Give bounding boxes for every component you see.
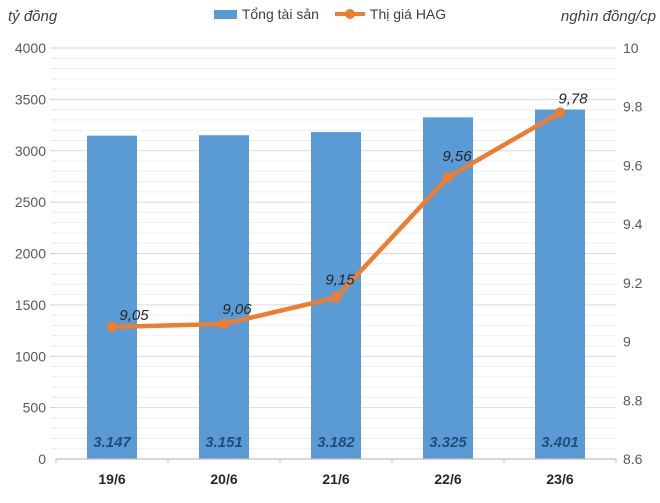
line-value-label: 9,05	[119, 307, 149, 324]
x-category-label: 20/6	[210, 471, 237, 487]
left-axis-tick-label: 1000	[15, 348, 46, 364]
bar-value-label: 3.147	[93, 434, 131, 451]
legend-line-label: Thị giá HAG	[369, 6, 447, 22]
left-axis-tick-label: 4000	[15, 40, 46, 56]
line-value-label: 9,78	[558, 91, 588, 108]
line-marker	[218, 318, 230, 330]
line-marker	[554, 107, 566, 118]
left-axis-unit-label: tỷ đồng	[8, 8, 58, 25]
left-axis-tick-label: 2500	[15, 194, 46, 210]
bar	[87, 135, 137, 459]
left-axis-tick-label: 2000	[15, 246, 46, 262]
legend-bar-label: Tổng tài sản	[241, 6, 319, 22]
line-marker	[330, 292, 342, 303]
left-axis-tick-label: 0	[38, 451, 46, 467]
line-series-swatch-icon	[334, 8, 365, 20]
left-axis-tick-label: 3000	[15, 143, 46, 159]
x-category-label: 21/6	[322, 471, 349, 487]
line-marker	[442, 171, 454, 183]
bar	[535, 109, 585, 460]
legend-item-bar-series: Tổng tài sản	[213, 6, 319, 22]
right-axis-tick-label: 8.8	[623, 392, 643, 408]
legend: Tổng tài sản Thị giá HAG	[0, 6, 660, 22]
bar-value-label: 3.401	[541, 434, 579, 451]
bar	[199, 135, 249, 460]
bar-value-label: 3.325	[429, 434, 467, 451]
right-axis-unit-label: nghìn đồng/cp	[560, 8, 656, 25]
bar-value-label: 3.182	[317, 434, 355, 451]
left-axis-tick-label: 3500	[15, 91, 46, 107]
line-value-label: 9,15	[325, 272, 355, 289]
right-axis-tick-label: 8.6	[623, 451, 643, 467]
right-axis-tick-label: 9.8	[623, 99, 643, 115]
right-axis-tick-label: 9.6	[623, 157, 643, 173]
right-axis-tick-label: 9.4	[623, 216, 643, 232]
bar-series-swatch-icon	[213, 9, 237, 19]
line-value-label: 9,06	[222, 301, 252, 318]
line-value-label: 9,56	[442, 148, 472, 165]
bar-value-label: 3.151	[205, 434, 243, 451]
x-category-label: 19/6	[98, 471, 125, 487]
line-marker	[106, 321, 118, 333]
right-axis-tick-label: 9	[623, 334, 631, 350]
left-axis-tick-label: 500	[23, 400, 47, 416]
right-axis-tick-label: 10	[623, 40, 639, 56]
right-axis-tick-label: 9.2	[623, 275, 643, 291]
x-category-label: 23/6	[546, 471, 573, 487]
legend-item-line-series: Thị giá HAG	[334, 6, 447, 22]
x-category-label: 22/6	[434, 471, 461, 487]
left-axis-tick-label: 1500	[15, 297, 46, 313]
